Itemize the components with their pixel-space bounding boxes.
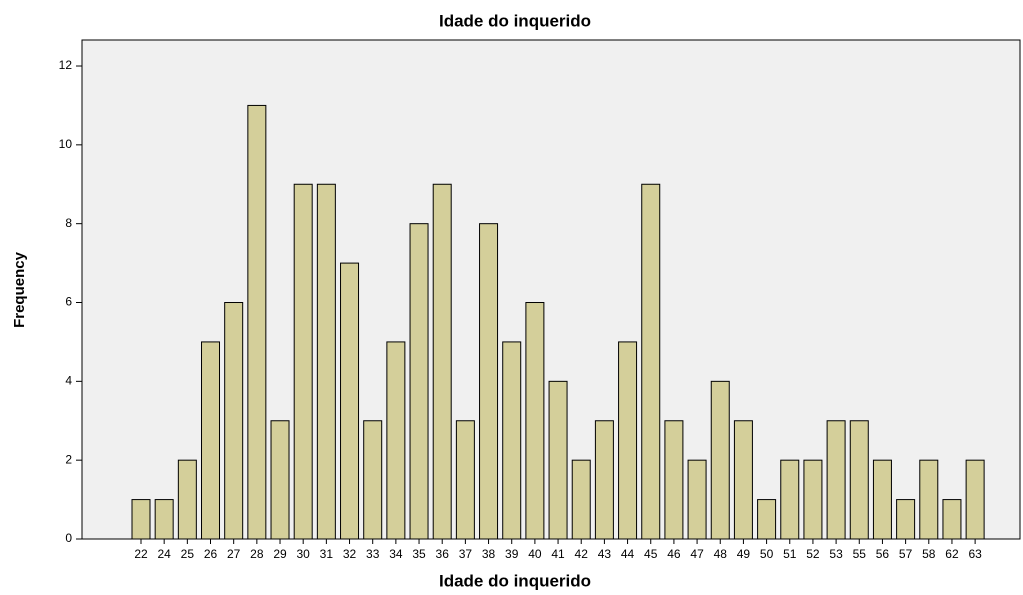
bar (571, 459, 591, 540)
x-tick-label: 34 (389, 547, 403, 561)
x-tick-label: 40 (528, 547, 542, 561)
bar (386, 341, 406, 540)
x-tick-label: 63 (968, 547, 982, 561)
x-tick-label: 22 (134, 547, 148, 561)
bar (548, 380, 568, 540)
bar (687, 459, 707, 540)
x-tick-label: 31 (320, 547, 334, 561)
bar (479, 223, 499, 540)
y-tick-label: 12 (59, 58, 73, 72)
bar (363, 420, 383, 540)
bar (872, 459, 892, 540)
x-tick-label: 37 (459, 547, 473, 561)
x-tick-label: 43 (598, 547, 612, 561)
bar (641, 183, 661, 540)
x-tick-label: 45 (644, 547, 658, 561)
x-tick-label: 26 (204, 547, 218, 561)
bar (154, 499, 174, 540)
y-tick-label: 4 (65, 374, 72, 388)
y-axis-label: Frequency (11, 251, 28, 328)
x-tick-label: 27 (227, 547, 241, 561)
y-tick-label: 8 (65, 216, 72, 230)
bar (780, 459, 800, 540)
bar (340, 262, 360, 540)
x-tick-label: 47 (690, 547, 704, 561)
x-tick-label: 50 (760, 547, 774, 561)
bar (316, 183, 336, 540)
chart-title: Idade do inquerido (439, 11, 591, 30)
x-tick-label: 33 (366, 547, 380, 561)
bar (942, 499, 962, 540)
bar (131, 499, 151, 540)
bar (618, 341, 638, 540)
bar (224, 302, 244, 540)
bar (664, 420, 684, 540)
bar (455, 420, 475, 540)
bar (826, 420, 846, 540)
bar (757, 499, 777, 540)
x-tick-label: 32 (343, 547, 357, 561)
x-tick-label: 30 (297, 547, 311, 561)
x-tick-label: 29 (273, 547, 287, 561)
bar (733, 420, 753, 540)
x-axis-label: Idade do inquerido (439, 571, 591, 590)
bar (594, 420, 614, 540)
bar (201, 341, 221, 540)
bar (803, 459, 823, 540)
x-tick-label: 49 (737, 547, 751, 561)
x-tick-label: 58 (922, 547, 936, 561)
bar (849, 420, 869, 540)
bar (177, 459, 197, 540)
bar (525, 302, 545, 540)
x-tick-label: 41 (551, 547, 565, 561)
x-tick-label: 55 (853, 547, 867, 561)
x-tick-label: 51 (783, 547, 797, 561)
x-tick-label: 28 (250, 547, 264, 561)
y-tick-label: 2 (65, 452, 72, 466)
bar (710, 380, 730, 540)
x-tick-label: 42 (575, 547, 589, 561)
bar (896, 499, 916, 540)
x-tick-label: 25 (181, 547, 195, 561)
x-tick-label: 39 (505, 547, 519, 561)
bar (965, 459, 985, 540)
x-tick-label: 24 (157, 547, 171, 561)
x-tick-label: 48 (714, 547, 728, 561)
x-tick-label: 36 (436, 547, 450, 561)
y-tick-label: 6 (65, 295, 72, 309)
x-tick-label: 57 (899, 547, 913, 561)
bar (919, 459, 939, 540)
y-tick-label: 10 (59, 137, 73, 151)
bar (293, 183, 313, 540)
x-tick-label: 62 (945, 547, 959, 561)
bar (247, 104, 267, 540)
bar (270, 420, 290, 540)
x-tick-label: 35 (412, 547, 426, 561)
x-tick-label: 52 (806, 547, 820, 561)
bar (502, 341, 522, 540)
x-tick-label: 38 (482, 547, 496, 561)
x-tick-label: 53 (829, 547, 843, 561)
y-tick-label: 0 (65, 531, 72, 545)
bar (432, 183, 452, 540)
bar (409, 223, 429, 540)
x-tick-label: 56 (876, 547, 890, 561)
x-tick-label: 46 (667, 547, 681, 561)
x-tick-label: 44 (621, 547, 635, 561)
